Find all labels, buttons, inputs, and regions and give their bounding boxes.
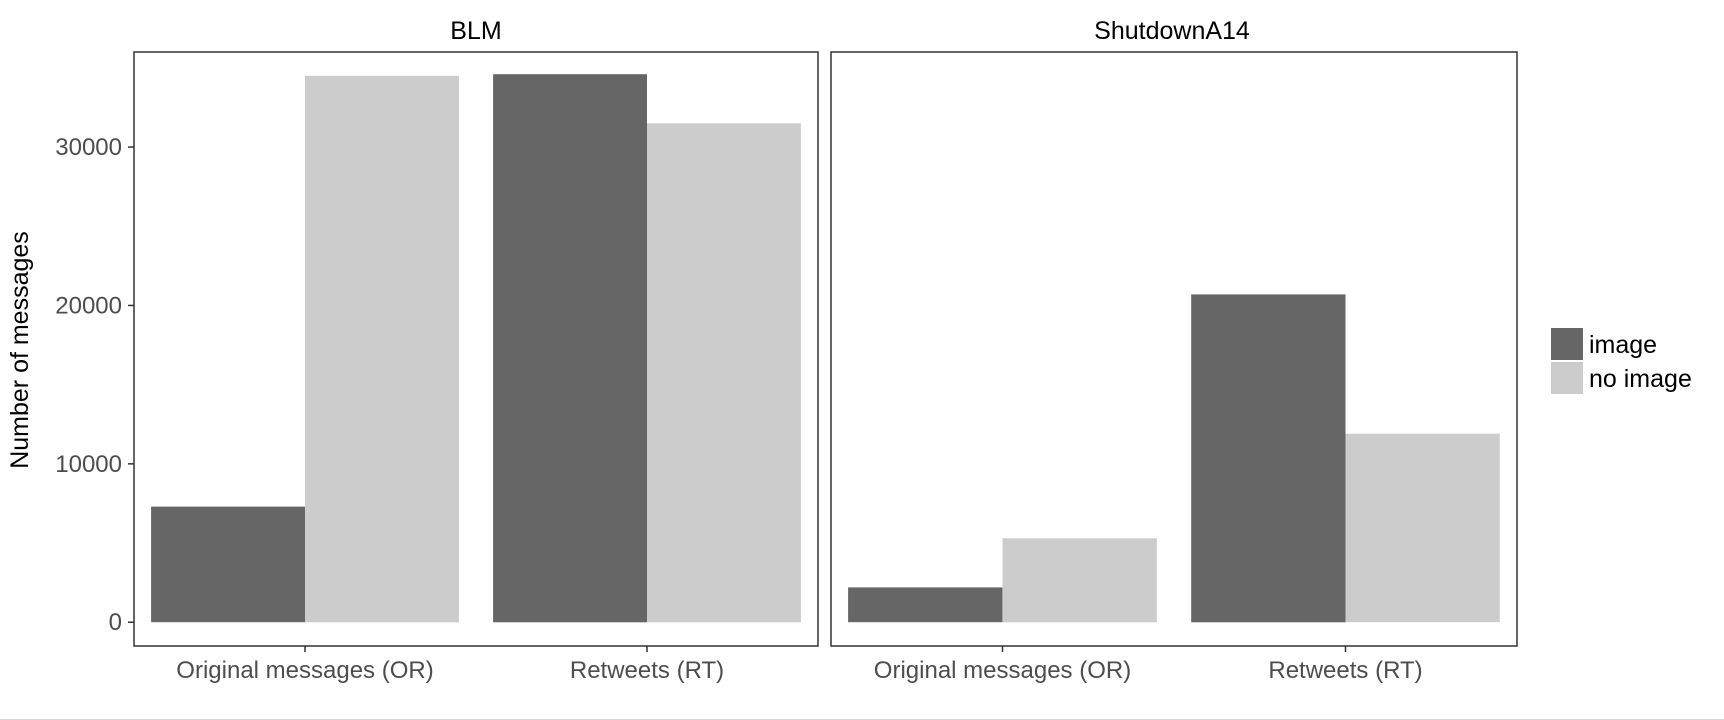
bar-no-image-rt (1345, 433, 1500, 623)
bar-group (848, 294, 1500, 623)
bar-no-image-rt (647, 123, 801, 623)
legend-swatch-no-image (1551, 362, 1583, 394)
x-tick-label: Retweets (RT) (1268, 657, 1422, 684)
y-axis-label: Number of messages (6, 231, 34, 469)
x-tick-label: Original messages (OR) (874, 657, 1131, 684)
x-axis: Original messages (OR) Retweets (RT) (176, 646, 724, 684)
bar-image-rt (1191, 294, 1346, 623)
bar-image-or (848, 587, 1003, 623)
x-tick-label: Retweets (RT) (570, 657, 724, 684)
panel-shutdowna14: ShutdownA14 Original messages (OR) Retwee… (830, 17, 1518, 684)
x-axis: Original messages (OR) Retweets (RT) (874, 646, 1423, 684)
legend: image no image (1551, 328, 1692, 394)
y-tick-label: 20000 (55, 292, 122, 319)
legend-swatch-image (1551, 328, 1583, 360)
y-axis: 0 10000 20000 30000 (55, 134, 134, 636)
y-tick-label: 30000 (55, 134, 122, 161)
bar-no-image-or (305, 75, 459, 623)
y-tick-label: 10000 (55, 451, 122, 478)
panel-blm: BLM Original messages (OR) Retweets (RT) (133, 17, 819, 684)
panel-title: ShutdownA14 (1094, 17, 1250, 45)
panel-border (830, 51, 1518, 647)
bar-image-or (151, 506, 305, 623)
panel-border (133, 51, 819, 647)
x-tick-label: Original messages (OR) (176, 657, 433, 684)
bar-group (151, 74, 801, 623)
legend-label: no image (1589, 365, 1692, 393)
legend-label: image (1589, 331, 1657, 359)
bar-image-rt (493, 74, 647, 623)
y-tick-label: 0 (109, 609, 122, 636)
bar-no-image-or (1002, 538, 1157, 623)
panel-title: BLM (450, 17, 501, 45)
